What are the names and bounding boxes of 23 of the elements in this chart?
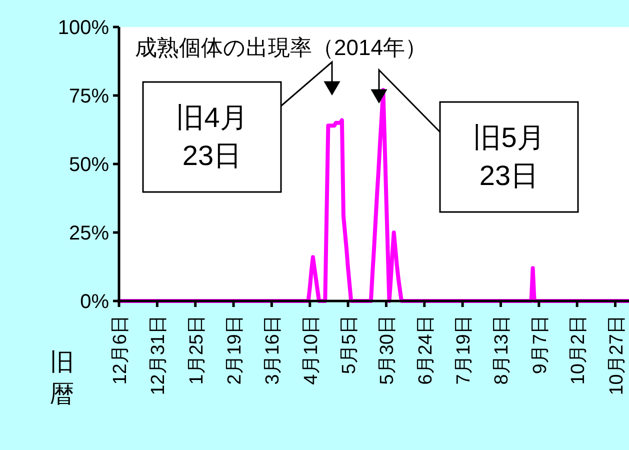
x-tick-label: 8月13日 bbox=[492, 315, 513, 385]
chart-title: 成熟個体の出現率（2014年） bbox=[135, 35, 427, 60]
x-tick-label: 10月2日 bbox=[568, 315, 590, 385]
x-tick-label: 2月19日 bbox=[224, 315, 246, 385]
y-tick-label: 100% bbox=[58, 17, 110, 39]
annotation: 旧5月 23日 bbox=[473, 122, 545, 191]
x-tick-label: 3月16日 bbox=[262, 315, 284, 385]
x-tick-label: 9月7日 bbox=[530, 315, 551, 374]
y-tick-label: 50% bbox=[68, 154, 110, 176]
x-tick-label: 6月24日 bbox=[415, 315, 436, 385]
y-tick-label: 75% bbox=[68, 86, 110, 108]
y-tick-label: 25% bbox=[68, 222, 110, 244]
x-tick-label: 5月5日 bbox=[339, 315, 360, 374]
y-tick-label: 0% bbox=[80, 291, 110, 313]
x-tick-label: 12月6日 bbox=[110, 315, 131, 385]
x-tick-label: 5月30日 bbox=[377, 315, 398, 385]
x-tick-label: 10月27日 bbox=[606, 315, 628, 396]
x-tick-label: 4月10日 bbox=[300, 315, 322, 385]
x-tick-label: 7月19日 bbox=[454, 315, 475, 385]
x-tick-label: 1月25日 bbox=[186, 315, 208, 385]
x-axis-title: 旧暦 bbox=[50, 349, 74, 408]
x-tick-label: 12月31日 bbox=[148, 315, 170, 396]
annotation: 旧4月 23日 bbox=[176, 102, 248, 171]
